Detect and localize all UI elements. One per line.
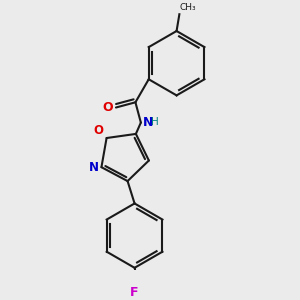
Text: O: O xyxy=(94,124,104,137)
Text: N: N xyxy=(88,161,99,174)
Text: N: N xyxy=(143,116,154,128)
Text: CH₃: CH₃ xyxy=(180,3,196,12)
Text: F: F xyxy=(130,286,139,299)
Text: H: H xyxy=(152,117,159,127)
Text: O: O xyxy=(103,101,113,114)
